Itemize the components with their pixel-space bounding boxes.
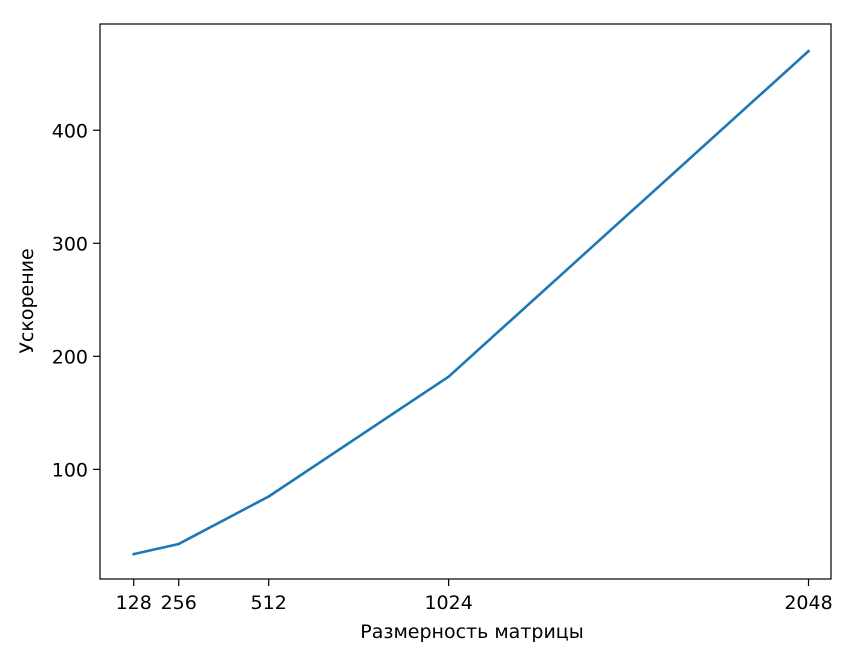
plot-frame bbox=[99, 23, 832, 580]
y-tick-label: 400 bbox=[52, 120, 88, 142]
y-tick-label: 300 bbox=[52, 233, 88, 255]
x-tick-label: 128 bbox=[116, 592, 152, 614]
data-point bbox=[447, 375, 450, 378]
x-tick-label: 512 bbox=[251, 592, 287, 614]
y-tick-label: 100 bbox=[52, 459, 88, 481]
x-tick-label: 1024 bbox=[424, 592, 472, 614]
x-axis-label: Размерность матрицы bbox=[360, 621, 583, 643]
data-point bbox=[267, 495, 270, 498]
data-point bbox=[807, 49, 810, 53]
data-point bbox=[132, 552, 136, 556]
x-tick-label: 2048 bbox=[784, 592, 832, 614]
x-tick-label: 256 bbox=[161, 592, 197, 614]
data-point bbox=[177, 542, 181, 546]
y-axis-label: Ускорение bbox=[16, 248, 38, 353]
y-tick-label: 200 bbox=[52, 346, 88, 368]
